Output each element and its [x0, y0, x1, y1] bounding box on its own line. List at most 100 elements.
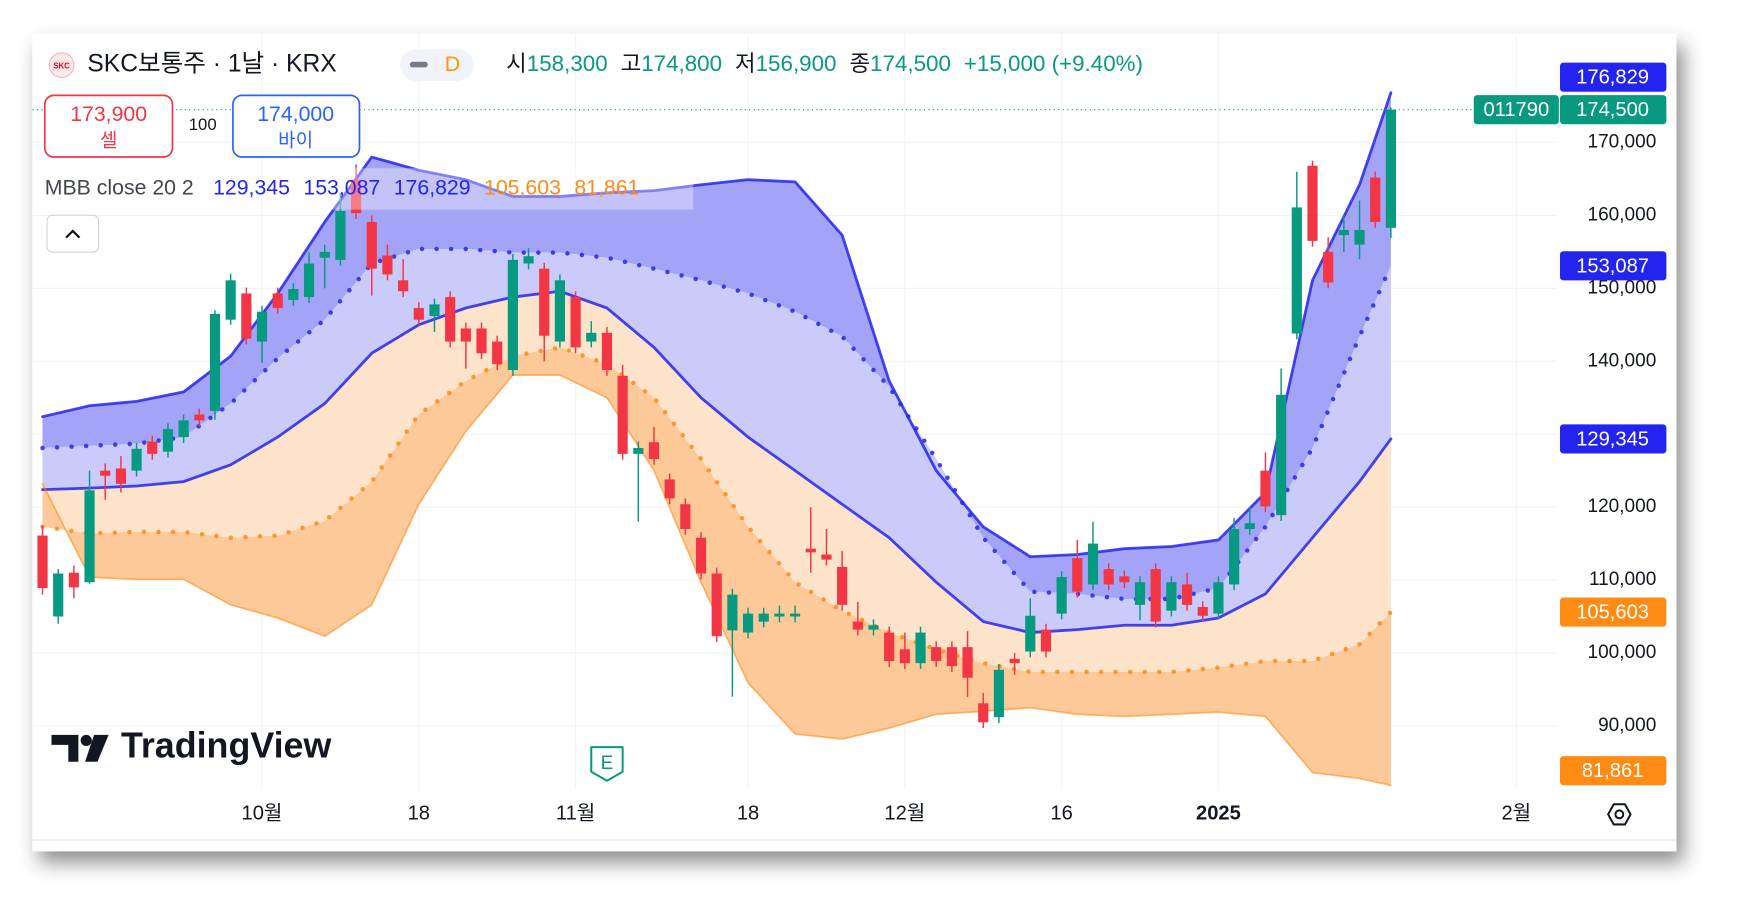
event-marker[interactable] [590, 746, 624, 782]
ohlc-change: +15,000 (+9.40%) [964, 51, 1143, 76]
band-price-tag-label: 153,087 [1576, 255, 1649, 277]
x-tick-label: 2025 [1196, 803, 1241, 825]
candle-body [523, 256, 534, 264]
ohlc-key: 시 [506, 51, 527, 76]
x-tick-label: 18 [737, 803, 759, 825]
ohlc-value: 158,300 [527, 51, 608, 76]
y-tick-label: 150,000 [1588, 277, 1657, 298]
indicator-value: 153,087 [303, 175, 380, 199]
candle-body [837, 566, 848, 605]
y-tick-label: 100,000 [1588, 642, 1657, 663]
settings-icon[interactable] [1606, 803, 1632, 826]
candle-body [1354, 229, 1365, 245]
ohlc-value: 156,900 [756, 51, 837, 76]
band-area-upper [42, 92, 1391, 600]
candle-body [303, 263, 315, 298]
candle-body [1323, 251, 1334, 283]
candle-body [978, 703, 989, 723]
candle-body [1087, 543, 1099, 585]
interval[interactable]: D [445, 52, 460, 76]
candle-body [1370, 177, 1381, 222]
sell-label: 셀 [100, 129, 118, 151]
candle-body [680, 504, 691, 529]
candle-body [1338, 229, 1349, 236]
x-tick-label: 10월 [242, 802, 283, 825]
settings-icon-center [1614, 809, 1625, 820]
band-price-tag [1559, 424, 1667, 454]
candle-body [1197, 607, 1208, 616]
overlay: 011790 174,500 129,345 153,087 176,829 105,60… [32, 62, 1667, 826]
candle-body [1181, 584, 1193, 605]
band-area-outer-lower [42, 347, 1391, 786]
sell-button[interactable] [43, 94, 174, 158]
candle-body [507, 259, 518, 371]
x-tick-label: 12월 [884, 802, 925, 825]
candle-body [288, 289, 299, 301]
candle-body [429, 304, 440, 317]
candle-body [37, 535, 48, 589]
candle-body [350, 179, 362, 214]
band-dotted-line [40, 246, 1394, 602]
indicator-value: 81,861 [574, 175, 639, 199]
candle-body [335, 211, 346, 260]
candle-body [915, 632, 926, 664]
candle-body [1166, 582, 1177, 611]
candle-body [209, 313, 221, 411]
band-areas [42, 92, 1391, 786]
candle-body [1307, 165, 1318, 241]
y-tick-label: 170,000 [1588, 132, 1657, 153]
candle-body [899, 649, 910, 664]
candle-body [460, 328, 471, 342]
band-price-tag-label: 105,603 [1576, 602, 1649, 624]
interval-pill[interactable] [399, 49, 474, 81]
y-tick-label: 120,000 [1588, 496, 1657, 517]
x-tick-label: 18 [408, 803, 430, 825]
quantity[interactable]: 100 [189, 115, 217, 134]
candle-body [1119, 576, 1130, 583]
candle-body [884, 632, 895, 662]
candle-body [1385, 109, 1396, 228]
band-area-inner [42, 248, 1391, 633]
candle-body [1056, 577, 1067, 614]
candle-body [758, 613, 769, 622]
buy-button[interactable] [232, 94, 361, 158]
candle-body [633, 448, 644, 454]
band-price-tag-label: 81,861 [1582, 760, 1644, 782]
candle-body [162, 429, 174, 452]
candles [37, 107, 1396, 729]
candle-body [711, 573, 722, 637]
band-price-tag [1559, 756, 1667, 786]
symbol-tag-label: 011790 [1483, 99, 1549, 121]
collapse-button[interactable] [46, 214, 100, 253]
candle-body [648, 442, 660, 459]
sell-price: 173,900 [70, 102, 147, 126]
symbol-title[interactable]: SKC보통주 · 1날 · KRX [87, 50, 336, 78]
x-tick-label: 16 [1050, 803, 1072, 825]
candle-body [1229, 528, 1240, 585]
candle-body [790, 613, 801, 617]
candle-body [1072, 558, 1083, 592]
candle-body [84, 490, 95, 583]
candle-body [962, 647, 973, 678]
price-tag-label: 174,500 [1576, 99, 1649, 121]
interval-dash [409, 61, 428, 68]
y-tick-label: 140,000 [1588, 350, 1657, 371]
indicator-value: 105,603 [484, 175, 561, 199]
candle-body [1244, 523, 1255, 529]
band-dotted-line [40, 345, 1394, 675]
candle-body [727, 594, 738, 631]
watermark-logo [51, 734, 109, 762]
ohlc-key: 고 [621, 51, 642, 76]
candle-body [53, 573, 64, 617]
candle-body [946, 647, 957, 667]
candle-body [805, 548, 816, 553]
candle-body [115, 468, 127, 484]
candle-body [366, 221, 377, 269]
candle-body [100, 470, 111, 476]
candle-body [225, 280, 236, 320]
candle-body [1040, 629, 1052, 652]
candle-body [476, 328, 487, 354]
buy-price: 174,000 [257, 102, 334, 126]
candle-body [1009, 658, 1020, 664]
